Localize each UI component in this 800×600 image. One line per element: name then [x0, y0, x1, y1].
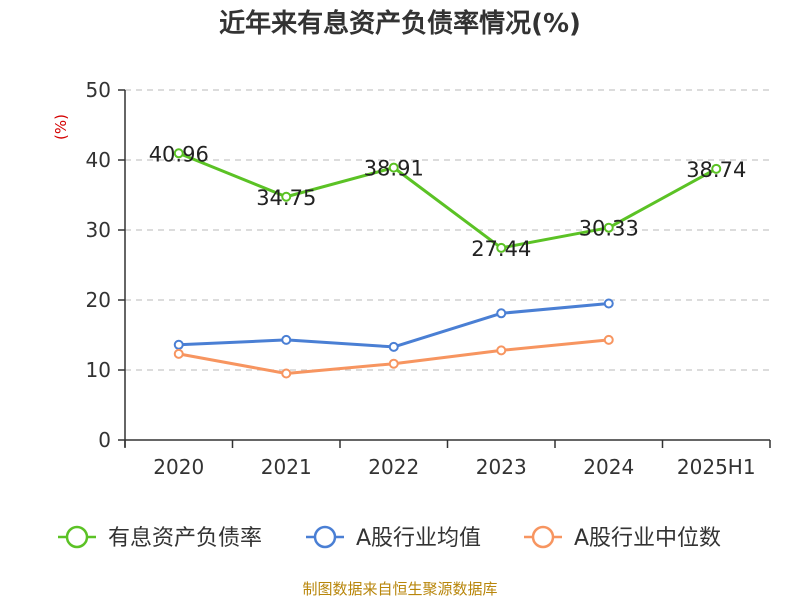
gridlines — [125, 89, 770, 371]
series-2-point — [388, 358, 399, 369]
axes: 0 10 20 30 40 50 2020 2021 2022 2023 2024 2025H1 — [86, 78, 771, 479]
series-2-point — [603, 334, 614, 345]
x-tick-label: 2020 — [153, 455, 204, 479]
y-axis-unit: (%) — [52, 114, 70, 140]
data-label: 38.91 — [364, 157, 424, 181]
data-label: 38.74 — [686, 158, 746, 182]
data-label: 40.96 — [149, 142, 209, 166]
legend: 有息资产负债率 A股行业均值 A股行业中位数 — [58, 525, 721, 551]
data-labels: 40.96 34.75 38.91 27.44 30.33 38.74 — [149, 142, 747, 261]
series-1-point — [388, 341, 399, 352]
y-tick-label: 0 — [98, 428, 111, 452]
legend-marker-2 — [531, 525, 555, 549]
x-tick-label: 2025H1 — [677, 455, 756, 479]
series-1-point — [603, 298, 614, 309]
series-1-point — [496, 308, 507, 319]
series-0-point — [388, 162, 399, 173]
y-tick-label: 10 — [86, 358, 111, 382]
x-tick-label: 2021 — [261, 455, 312, 479]
data-label: 34.75 — [256, 186, 316, 210]
series-0-point — [711, 163, 722, 174]
series-2-point — [281, 368, 292, 379]
legend-label-0: 有息资产负债率 — [108, 526, 262, 551]
y-tick-label: 20 — [86, 288, 111, 312]
data-label: 27.44 — [471, 237, 531, 261]
series-line-1 — [178, 302, 609, 349]
chart-title: 近年来有息资产负债率情况(%) — [219, 8, 581, 39]
series-0-point — [173, 148, 184, 159]
x-tick-label: 2022 — [368, 455, 419, 479]
legend-marker-0 — [65, 525, 89, 549]
series-line-0 — [178, 151, 717, 250]
source-note: 制图数据来自恒生聚源数据库 — [302, 580, 497, 598]
y-tick-label: 30 — [86, 218, 111, 242]
x-tick-label: 2023 — [476, 455, 527, 479]
series-0-point — [281, 191, 292, 202]
data-label: 30.33 — [579, 217, 639, 241]
x-tick-label: 2024 — [583, 455, 634, 479]
series-1-point — [173, 339, 184, 350]
series-0-point — [603, 222, 614, 233]
series-2-point — [496, 345, 507, 356]
series-1-point — [281, 334, 292, 345]
series-2-point — [173, 348, 184, 359]
series-0-point — [496, 242, 507, 253]
legend-marker-1 — [313, 525, 337, 549]
y-tick-label: 50 — [86, 78, 111, 102]
series — [173, 148, 722, 379]
legend-label-1: A股行业均值 — [356, 526, 481, 551]
legend-label-2: A股行业中位数 — [574, 526, 721, 551]
y-tick-label: 40 — [86, 148, 111, 172]
